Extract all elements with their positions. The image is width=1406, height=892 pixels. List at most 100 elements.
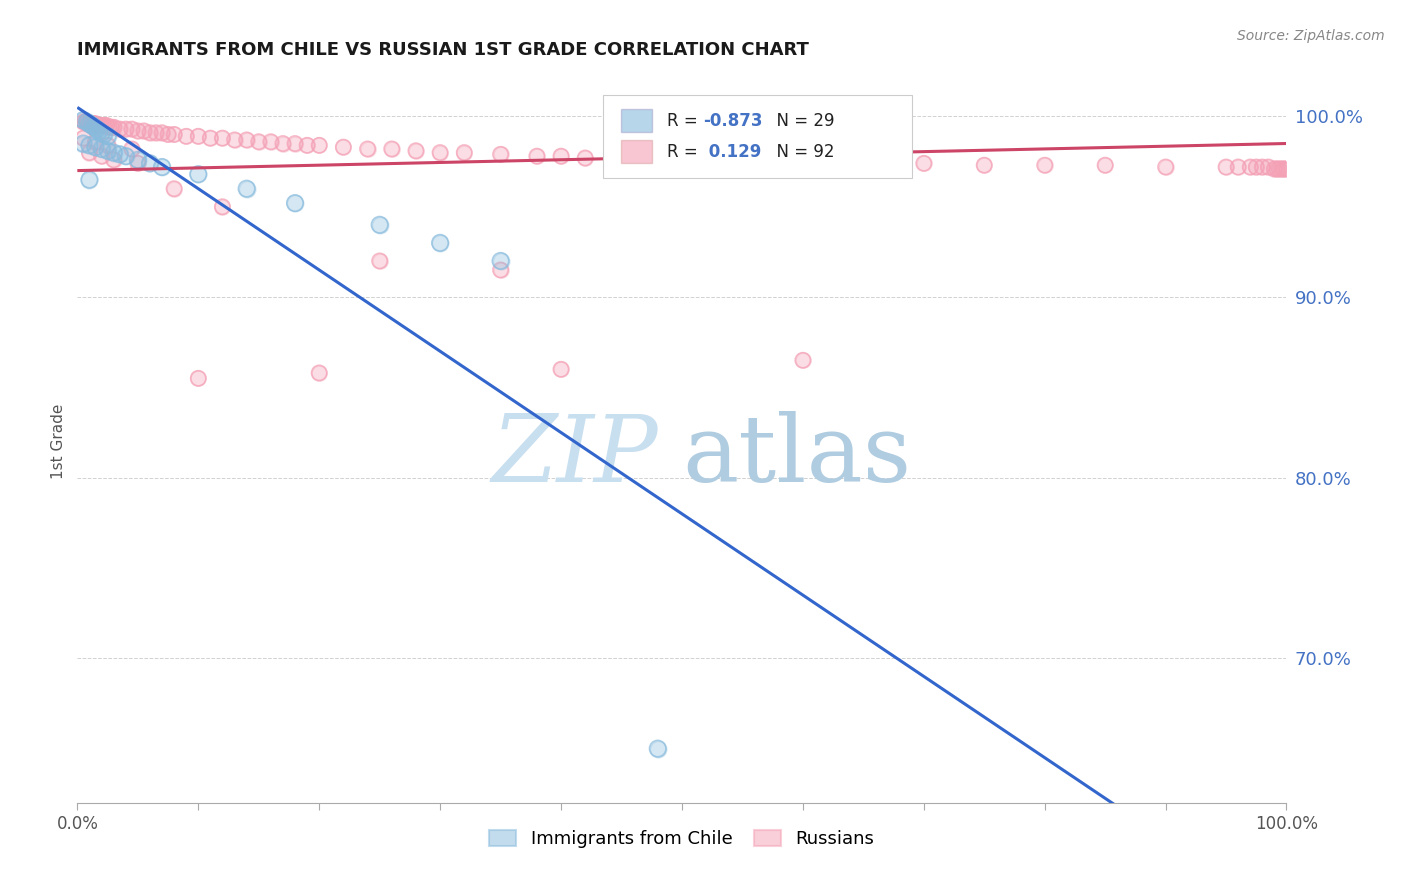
FancyBboxPatch shape bbox=[603, 95, 911, 178]
Point bbox=[108, 122, 131, 136]
Point bbox=[97, 120, 120, 135]
Point bbox=[127, 124, 149, 138]
Point bbox=[912, 156, 935, 170]
Point bbox=[284, 196, 307, 211]
Point bbox=[127, 153, 149, 167]
Point bbox=[132, 124, 155, 138]
Point bbox=[912, 156, 935, 170]
Point bbox=[550, 362, 572, 376]
Point bbox=[72, 136, 94, 151]
Point bbox=[174, 129, 197, 144]
Point bbox=[368, 253, 391, 268]
Point bbox=[1257, 160, 1279, 174]
Point bbox=[792, 154, 814, 169]
Point bbox=[114, 122, 136, 136]
Point bbox=[150, 160, 173, 174]
FancyBboxPatch shape bbox=[621, 109, 652, 132]
Point bbox=[72, 115, 94, 129]
Point bbox=[1271, 161, 1294, 176]
Point bbox=[235, 133, 257, 147]
Point bbox=[1263, 161, 1285, 176]
Point bbox=[356, 142, 378, 156]
Point bbox=[368, 218, 391, 232]
Point bbox=[121, 142, 143, 156]
Point bbox=[87, 124, 110, 138]
Point bbox=[211, 131, 233, 145]
Point bbox=[163, 128, 186, 142]
Point bbox=[247, 135, 270, 149]
Point bbox=[211, 131, 233, 145]
Point bbox=[121, 122, 143, 136]
Point bbox=[163, 182, 186, 196]
Point bbox=[489, 147, 512, 161]
Point bbox=[93, 128, 115, 142]
Point bbox=[72, 113, 94, 128]
Point bbox=[108, 147, 131, 161]
Point bbox=[381, 142, 404, 156]
Point bbox=[145, 126, 167, 140]
Point bbox=[260, 135, 283, 149]
Point bbox=[647, 153, 669, 167]
Point bbox=[284, 136, 307, 151]
Point bbox=[96, 144, 118, 158]
Point bbox=[163, 128, 186, 142]
Point bbox=[647, 741, 669, 756]
Point bbox=[127, 153, 149, 167]
Point bbox=[79, 117, 101, 131]
Point bbox=[79, 138, 101, 153]
Point bbox=[211, 200, 233, 214]
Point bbox=[90, 126, 112, 140]
Point bbox=[150, 126, 173, 140]
Point bbox=[1268, 161, 1291, 176]
Point bbox=[332, 140, 354, 154]
Point bbox=[332, 140, 354, 154]
Point bbox=[150, 126, 173, 140]
Point bbox=[96, 129, 118, 144]
Point bbox=[1251, 160, 1274, 174]
Legend: Immigrants from Chile, Russians: Immigrants from Chile, Russians bbox=[482, 822, 882, 855]
Point bbox=[75, 115, 97, 129]
Point bbox=[79, 117, 101, 131]
Point bbox=[224, 133, 246, 147]
Point bbox=[108, 122, 131, 136]
Text: ZIP: ZIP bbox=[491, 411, 658, 501]
Point bbox=[671, 153, 693, 167]
Point bbox=[792, 154, 814, 169]
FancyBboxPatch shape bbox=[621, 140, 652, 163]
Point bbox=[1094, 158, 1116, 172]
Point bbox=[429, 145, 451, 160]
Point bbox=[368, 218, 391, 232]
Point bbox=[139, 126, 162, 140]
Point bbox=[96, 138, 118, 153]
Point bbox=[174, 129, 197, 144]
Point bbox=[1239, 160, 1261, 174]
Point bbox=[72, 113, 94, 128]
Point bbox=[96, 138, 118, 153]
Point bbox=[973, 158, 995, 172]
Point bbox=[308, 138, 330, 153]
Point bbox=[72, 136, 94, 151]
Point bbox=[87, 119, 110, 133]
Point bbox=[79, 172, 101, 186]
Point bbox=[87, 119, 110, 133]
Point bbox=[1263, 161, 1285, 176]
Point bbox=[82, 117, 104, 131]
Point bbox=[271, 136, 294, 151]
Point bbox=[139, 156, 162, 170]
Point bbox=[1272, 161, 1295, 176]
Point bbox=[127, 124, 149, 138]
Point bbox=[77, 117, 100, 131]
Point bbox=[80, 119, 103, 133]
Point bbox=[429, 235, 451, 250]
Text: N = 92: N = 92 bbox=[766, 143, 835, 161]
Point bbox=[308, 138, 330, 153]
Point bbox=[235, 182, 257, 196]
Point bbox=[647, 153, 669, 167]
Point bbox=[550, 149, 572, 163]
Point bbox=[121, 142, 143, 156]
Point bbox=[84, 140, 107, 154]
Point bbox=[1033, 158, 1056, 172]
Point bbox=[1227, 160, 1250, 174]
Y-axis label: 1st Grade: 1st Grade bbox=[51, 404, 66, 479]
Point bbox=[96, 129, 118, 144]
